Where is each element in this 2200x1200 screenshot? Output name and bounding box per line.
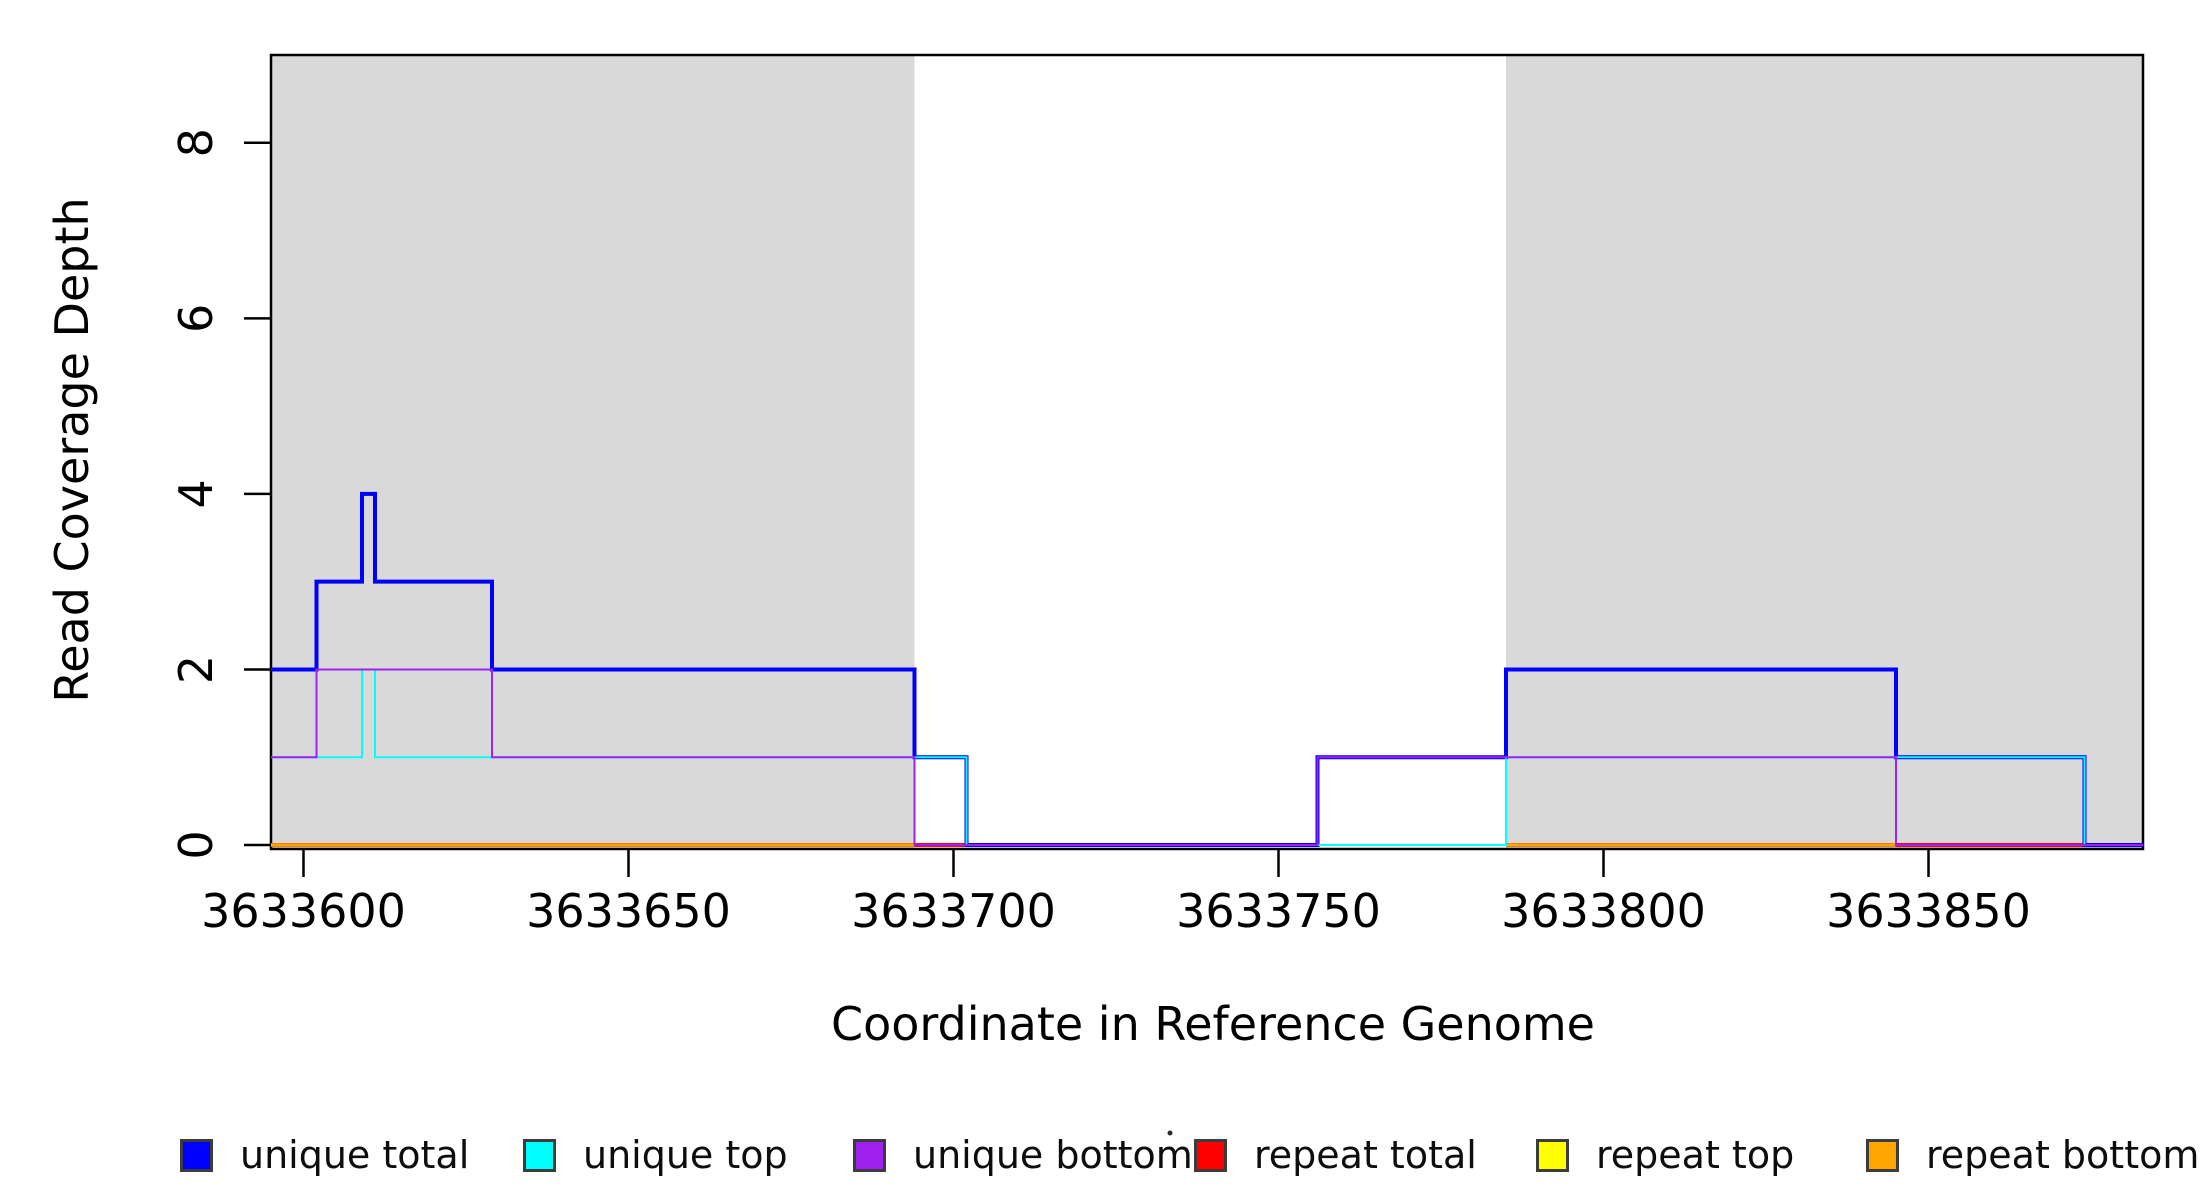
x-tick-label: 3633850 <box>1826 884 2031 938</box>
y-tick-label: 0 <box>169 830 223 859</box>
x-tick-label: 3633750 <box>1176 884 1381 938</box>
y-tick-label: 8 <box>169 128 223 157</box>
repeat-region-1 <box>271 55 915 849</box>
series-unique-top-line <box>271 668 2143 846</box>
series-lines-layer <box>271 491 2143 847</box>
plot-box <box>269 53 2145 851</box>
series-unique-bottom-line <box>271 668 2143 846</box>
y-tick-label: 6 <box>169 304 223 333</box>
x-tick-label: 3633650 <box>526 884 731 938</box>
stray-mark <box>1167 1130 1173 1136</box>
repeat-regions-layer <box>271 55 2143 849</box>
axis-ticks-layer <box>244 141 1930 877</box>
tick-labels-layer: 3633600 3633650 3633700 3633750 3633800 36338… <box>169 128 2031 938</box>
y-tick-label: 2 <box>169 655 223 684</box>
y-axis-label: Read Coverage Depth <box>45 197 99 702</box>
x-tick-label: 3633700 <box>851 884 1056 938</box>
y-tick-label: 4 <box>169 479 223 508</box>
x-tick-label: 3633600 <box>201 884 406 938</box>
repeat-region-2 <box>1506 55 2143 849</box>
x-axis-label: Coordinate in Reference Genome <box>831 997 1595 1051</box>
x-tick-label: 3633800 <box>1501 884 1706 938</box>
